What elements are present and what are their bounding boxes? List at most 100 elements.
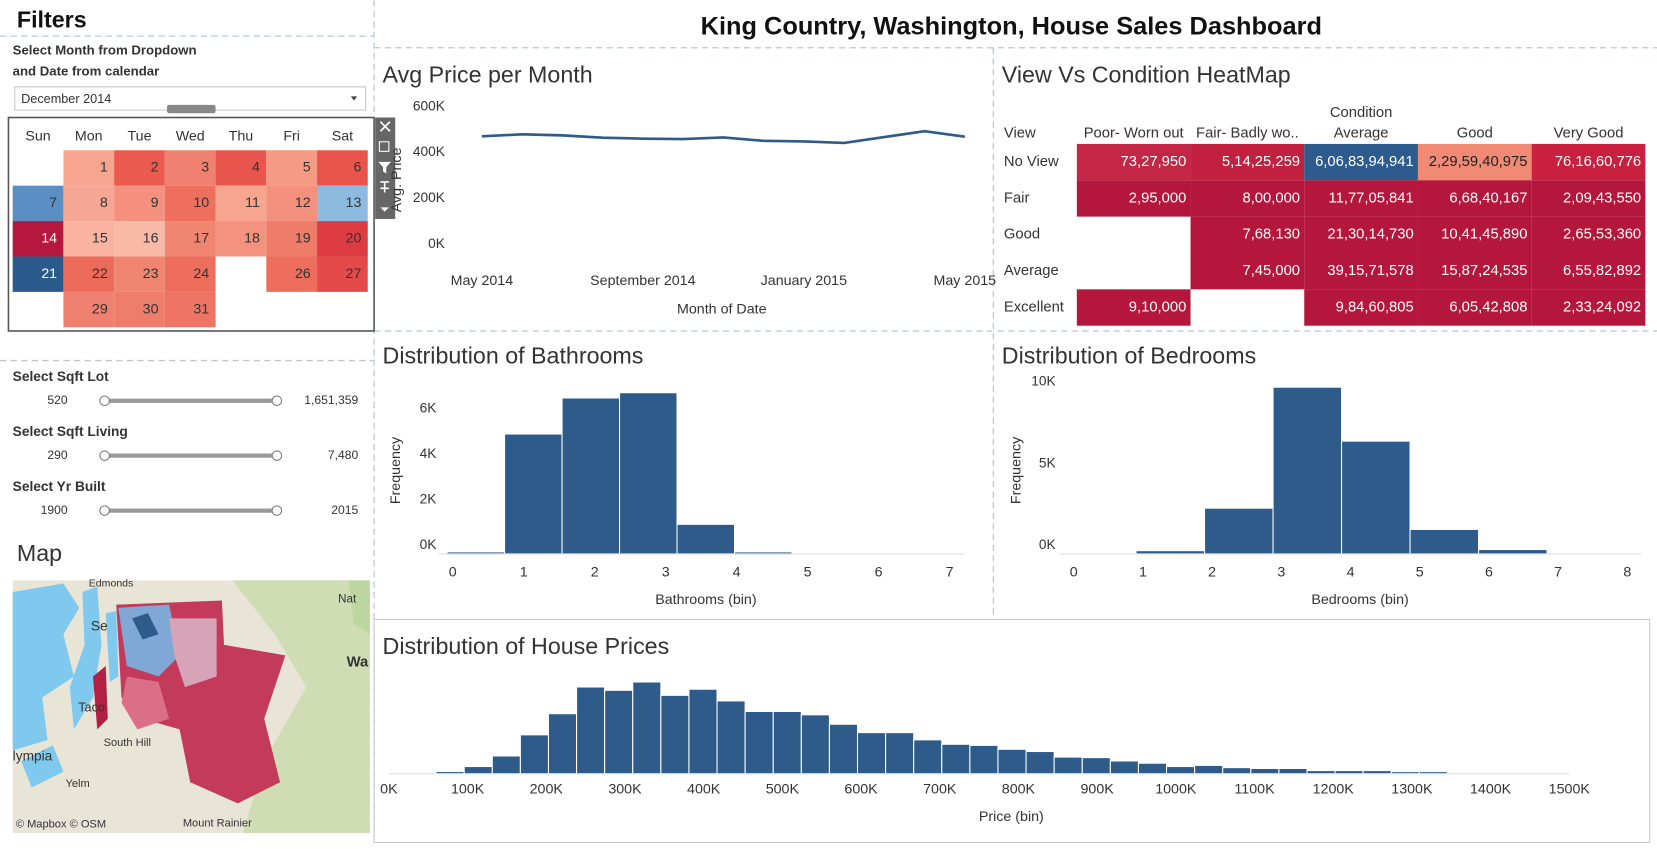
calendar-cell[interactable] [12,221,64,257]
slider-handle[interactable] [271,505,283,516]
slider-handle[interactable] [99,505,110,516]
slider-track[interactable] [103,453,277,458]
calendar-cell[interactable] [317,185,368,222]
calendar-cell[interactable] [164,256,216,292]
calendar-day[interactable]: 29 [92,301,108,317]
slider-track[interactable] [103,508,277,513]
slider-track[interactable] [103,398,277,403]
calendar-cell[interactable] [114,185,165,222]
heatmap-cell [1076,180,1191,217]
calendar-cell[interactable] [114,150,165,186]
calendar-cell[interactable] [63,150,115,186]
slider-handle[interactable] [271,395,283,407]
calendar-cell[interactable] [266,256,318,292]
calendar-cell[interactable] [266,221,318,257]
calendar-cell[interactable] [317,150,368,186]
calendar-cell[interactable] [114,256,165,292]
calendar-cell[interactable] [266,150,318,186]
filter-icon[interactable] [378,161,392,174]
calendar-day[interactable]: 3 [201,160,209,176]
calendar-day[interactable]: 30 [143,301,159,317]
calendar-day[interactable]: 11 [245,195,260,211]
calendar-cell[interactable] [164,221,216,257]
calendar-cell[interactable] [317,256,368,292]
calendar-day[interactable]: 14 [41,231,57,247]
heatmap-cell [1304,143,1418,181]
calendar-cell[interactable] [317,221,368,257]
calendar-day[interactable]: 10 [193,195,209,211]
bar [1409,528,1480,555]
heatmap-cell [1417,252,1532,290]
calendar-cell[interactable] [12,256,64,292]
x-tick-label: May 2014 [451,273,514,289]
y-tick-label: 0K [428,236,445,251]
dropdown-value[interactable]: December 2014 [21,92,111,106]
calendar-cell[interactable] [164,185,216,222]
calendar-day[interactable]: 4 [252,160,260,176]
calendar-cell[interactable] [164,291,216,328]
calendar-cell[interactable] [63,291,115,328]
chart-title: Avg Price per Month [383,61,593,87]
calendar-day[interactable]: 20 [346,231,362,247]
calendar-cell[interactable] [114,291,165,328]
x-axis-label: Month of Date [677,302,767,318]
close-icon[interactable] [379,121,391,132]
calendar-day[interactable]: 9 [151,195,159,211]
cell-label: 6,06,83,94,941 [1315,154,1414,170]
calendar-cell[interactable] [63,185,115,222]
calendar-cell[interactable] [215,185,267,222]
calendar-day[interactable]: 1 [100,160,108,176]
slider-handle[interactable] [99,395,110,407]
dropdown[interactable]: December 2014 [14,86,367,111]
map-label: Edmonds [89,577,134,589]
calendar-day[interactable]: 31 [193,301,209,317]
calendar-day[interactable]: 15 [92,231,108,247]
calendar-cell[interactable] [12,185,64,222]
calendar-cell[interactable] [215,221,267,257]
slider-handle[interactable] [99,450,110,461]
calendar-day[interactable]: 19 [295,231,311,247]
calendar-day[interactable]: 24 [193,266,209,282]
calendar-day[interactable]: 22 [92,266,108,282]
calendar-cell[interactable] [114,221,165,257]
calendar-day[interactable]: 21 [41,266,57,282]
calendar-day[interactable]: 6 [353,160,361,176]
calendar-day[interactable]: 17 [193,231,209,247]
calendar-day[interactable]: 26 [295,266,311,282]
heatmap-cell [1531,143,1646,181]
weekday-label: Fri [283,128,300,144]
more-icon[interactable] [380,207,389,212]
pin-icon[interactable] [380,181,389,193]
bar [604,689,634,775]
calendar-cell[interactable] [164,150,216,186]
calendar-day[interactable]: 16 [143,231,159,247]
calendar-cell[interactable] [215,150,267,186]
bar [491,755,521,775]
calendar-day[interactable]: 18 [244,231,260,247]
weekday-label: Wed [176,128,205,144]
y-tick-label: 4K [420,446,437,461]
calendar-cell[interactable] [266,185,318,222]
heatmap-cell [1076,289,1191,326]
calendar-day[interactable]: 12 [295,195,311,211]
calendar-day[interactable]: 23 [143,266,159,282]
calendar-day[interactable]: 8 [100,195,108,211]
y-axis-label: Frequency [388,436,404,504]
calendar-day[interactable]: 2 [151,160,159,176]
cell-label: 2,09,43,550 [1563,190,1641,206]
slider-handle[interactable] [271,450,283,461]
dropdown-arrow[interactable] [350,96,358,101]
heatmap-cell [1417,143,1532,181]
bar [576,686,606,775]
calendar-day[interactable]: 7 [49,195,57,211]
calendar-cell[interactable] [63,221,115,257]
calendar-day[interactable]: 5 [303,160,311,176]
bar [632,681,662,775]
open-icon[interactable] [378,141,390,152]
cell-label: 39,15,71,578 [1327,263,1413,279]
calendar-cell[interactable] [63,256,115,292]
row-label: No View [1004,154,1059,170]
calendar-day[interactable]: 27 [346,266,362,282]
calendar-day[interactable]: 13 [346,195,362,211]
bar [1166,766,1196,775]
